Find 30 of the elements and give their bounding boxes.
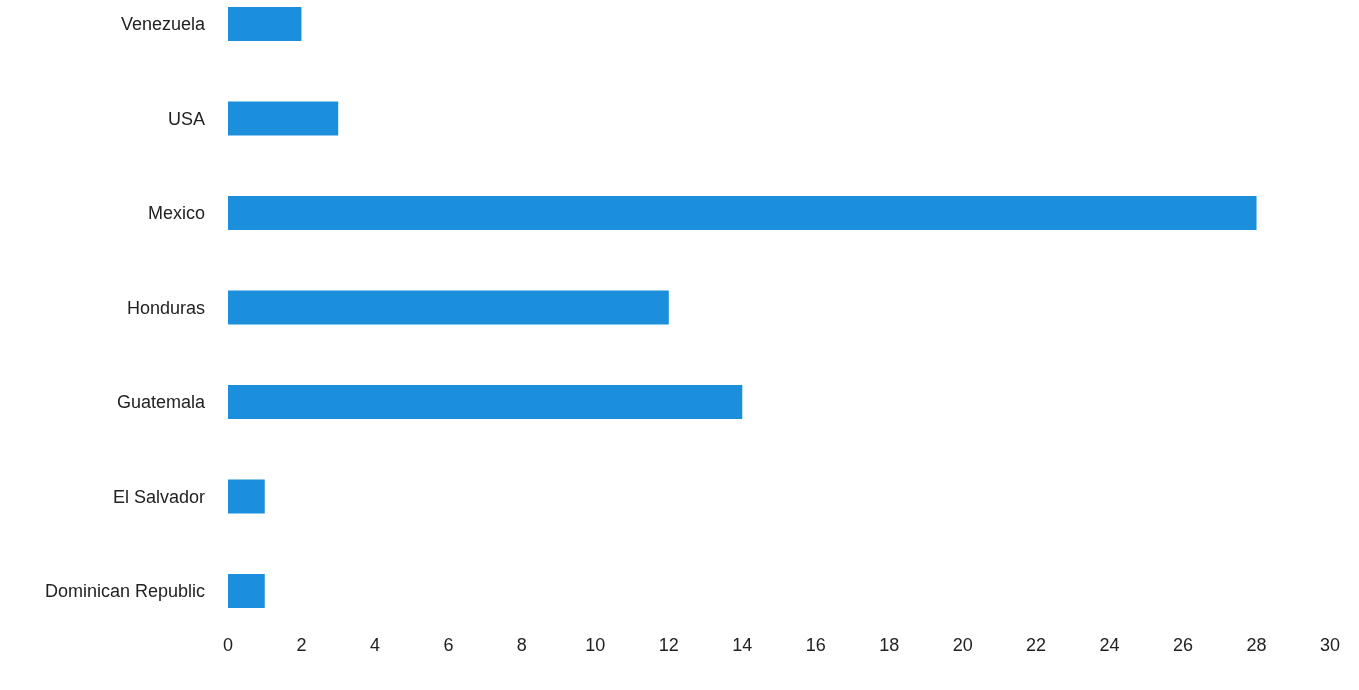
x-tick-label: 8 bbox=[516, 635, 527, 656]
bar bbox=[228, 290, 669, 325]
bar bbox=[228, 7, 302, 41]
bar bbox=[228, 385, 743, 419]
bar bbox=[228, 479, 265, 514]
x-tick-label: 4 bbox=[369, 635, 380, 656]
y-tick-label: Honduras bbox=[126, 297, 205, 318]
bar bbox=[228, 574, 265, 608]
y-tick-label: El Salvador bbox=[112, 486, 205, 507]
x-tick-label: 10 bbox=[585, 635, 606, 656]
x-tick-label: 18 bbox=[879, 635, 900, 656]
x-tick-label: 30 bbox=[1319, 635, 1341, 656]
y-tick-label: Dominican Republic bbox=[44, 581, 205, 602]
x-tick-label: 26 bbox=[1173, 635, 1194, 656]
y-tick-label: Guatemala bbox=[116, 392, 206, 413]
x-tick-label: 2 bbox=[296, 635, 307, 656]
x-tick-label: 22 bbox=[1026, 635, 1047, 656]
bar bbox=[228, 196, 1257, 230]
x-tick-label: 24 bbox=[1099, 635, 1120, 656]
x-tick-label: 16 bbox=[805, 635, 826, 656]
x-tick-label: 14 bbox=[732, 635, 753, 656]
bar bbox=[228, 101, 339, 136]
x-tick-label: 0 bbox=[222, 635, 234, 656]
x-tick-label: 12 bbox=[658, 635, 679, 656]
y-tick-label: Venezuela bbox=[120, 14, 206, 35]
y-tick-label: USA bbox=[167, 108, 205, 129]
x-tick-label: 6 bbox=[443, 635, 454, 656]
x-tick-label: 20 bbox=[952, 635, 973, 656]
x-tick-label: 28 bbox=[1246, 635, 1267, 656]
y-tick-label: Mexico bbox=[147, 203, 205, 224]
